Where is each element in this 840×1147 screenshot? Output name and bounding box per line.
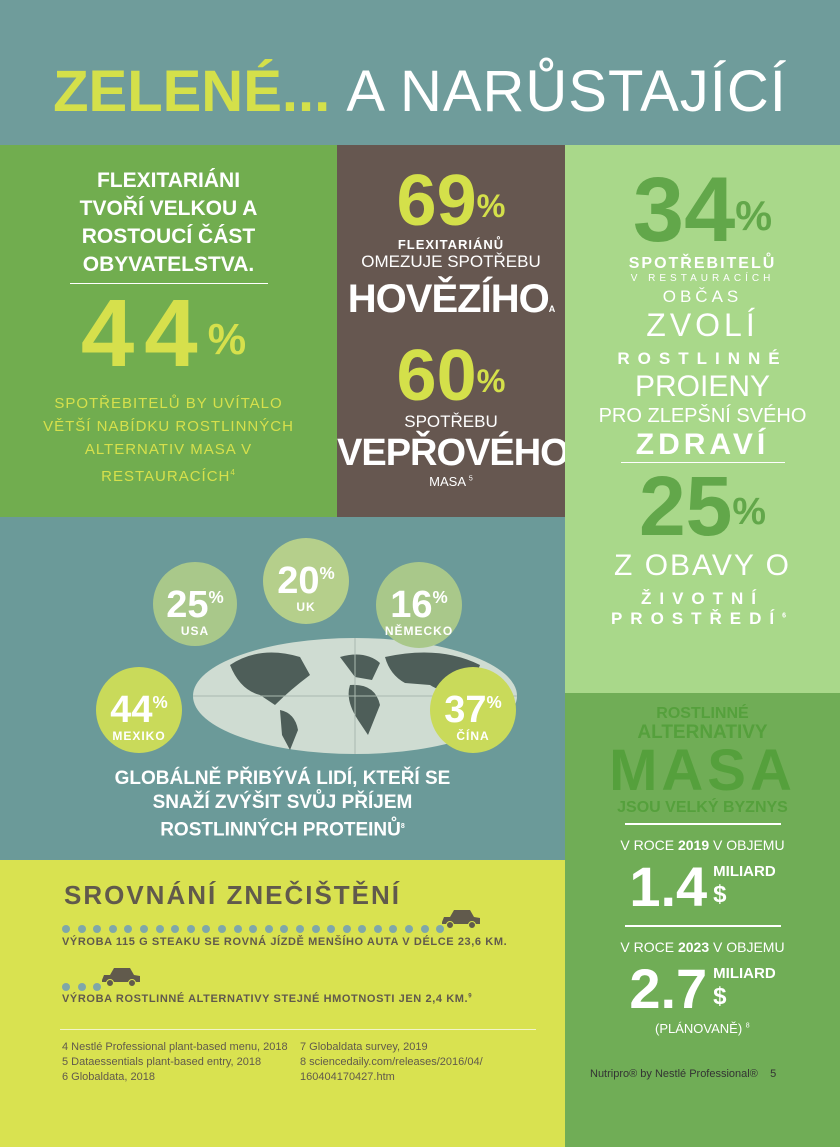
big-stat: 44% xyxy=(80,280,257,387)
heading-line: TVOŘÍ VELKOU A xyxy=(79,197,258,220)
flexitarians-panel: FLEXITARIÁNI TVOŘÍ VELKOU A ROSTOUCÍ ČÁS… xyxy=(0,145,337,517)
footer-brand: Nutripro® by Nestlé Professional® 5 xyxy=(590,1068,777,1080)
country-circle-china: 37% ČÍNA xyxy=(430,667,516,753)
page-number: 5 xyxy=(770,1068,777,1080)
divider xyxy=(624,925,781,927)
heading-line: OBYVATELSTVA. xyxy=(82,253,255,276)
value-2023: 2.7 xyxy=(629,957,708,1020)
business-panel: ROSTLINNÉ ALTERNATIVY MASA JSOU VELKÝ BY… xyxy=(565,693,840,1147)
heading-line: FLEXITARIÁNI xyxy=(96,169,241,192)
country-circle-usa: 25% USA xyxy=(153,562,237,646)
beef-word: HOVĚZÍHO xyxy=(347,277,550,321)
pork-word: VEPŘOVÉHO xyxy=(337,432,570,474)
stat-description: SPOTŘEBITELŮ BY UVÍTALO VĚTŠÍ NABÍDKU RO… xyxy=(43,395,294,485)
global-text: GLOBÁLNĚ PŘIBÝVÁ LIDÍ, KTEŘÍ SE SNAŽÍ ZV… xyxy=(114,768,451,841)
beef-stat: 69 xyxy=(396,161,477,241)
car-icon xyxy=(442,910,480,929)
country-circle-uk: 20% UK xyxy=(263,538,349,624)
section-title: SROVNÁNÍ ZNEČIŠTĚNÍ xyxy=(64,880,402,910)
divider xyxy=(60,1029,536,1030)
car-icon xyxy=(102,968,140,987)
big-stat: 34 xyxy=(632,159,736,261)
big-stat: 25 xyxy=(638,459,733,553)
distance-dots-long xyxy=(62,920,452,938)
country-circle-germany: 16% NĚMECKO xyxy=(376,562,462,648)
consumers-panel: 34% SPOTŘEBITELŮ V RESTAURACÍCH OBČAS ZV… xyxy=(565,145,840,693)
footnotes-col1: 4 Nestlé Professional plant-based menu, … xyxy=(62,1041,288,1083)
divider xyxy=(620,462,785,463)
label: SPOTŘEBU xyxy=(404,412,498,431)
value-2023-row: 2.7 MILIARD $ xyxy=(629,957,776,1020)
heading-line: ROSTOUCÍ ČÁST xyxy=(81,225,256,248)
global-panel: 25% USA 20% UK 16% NĚMECKO 44% MEXIKO 37% ČÍN… xyxy=(0,517,565,860)
divider xyxy=(69,283,268,284)
value-2019: 1.4 xyxy=(629,855,708,918)
divider xyxy=(624,823,781,825)
country-circle-mexico: 44% MEXIKO xyxy=(96,667,182,753)
label: FLEXITARIÁNŮ xyxy=(397,237,505,252)
pork-stat: 60 xyxy=(396,336,477,416)
footnotes-col2: 7 Globaldata survey, 2019 8 sciencedaily.… xyxy=(300,1041,483,1083)
page-title: ZELENÉ... A NARŮSTAJÍCÍ xyxy=(53,59,787,124)
header: ZELENÉ... A NARŮSTAJÍCÍ xyxy=(0,0,840,145)
planned-label: (PLÁNOVANĚ) xyxy=(655,1021,743,1036)
distance-dots-short xyxy=(62,978,109,996)
label: OMEZUJE SPOTŘEBU xyxy=(361,252,541,271)
meat-panel: 69% FLEXITARIÁNŮ OMEZUJE SPOTŘEBU HOVĚZÍ… xyxy=(337,145,570,517)
value-2019-row: 1.4 MILIARD $ xyxy=(629,855,776,918)
pollution-panel: SROVNÁNÍ ZNEČIŠTĚNÍ VÝROBA 115 G STEAKU … xyxy=(0,860,565,1147)
